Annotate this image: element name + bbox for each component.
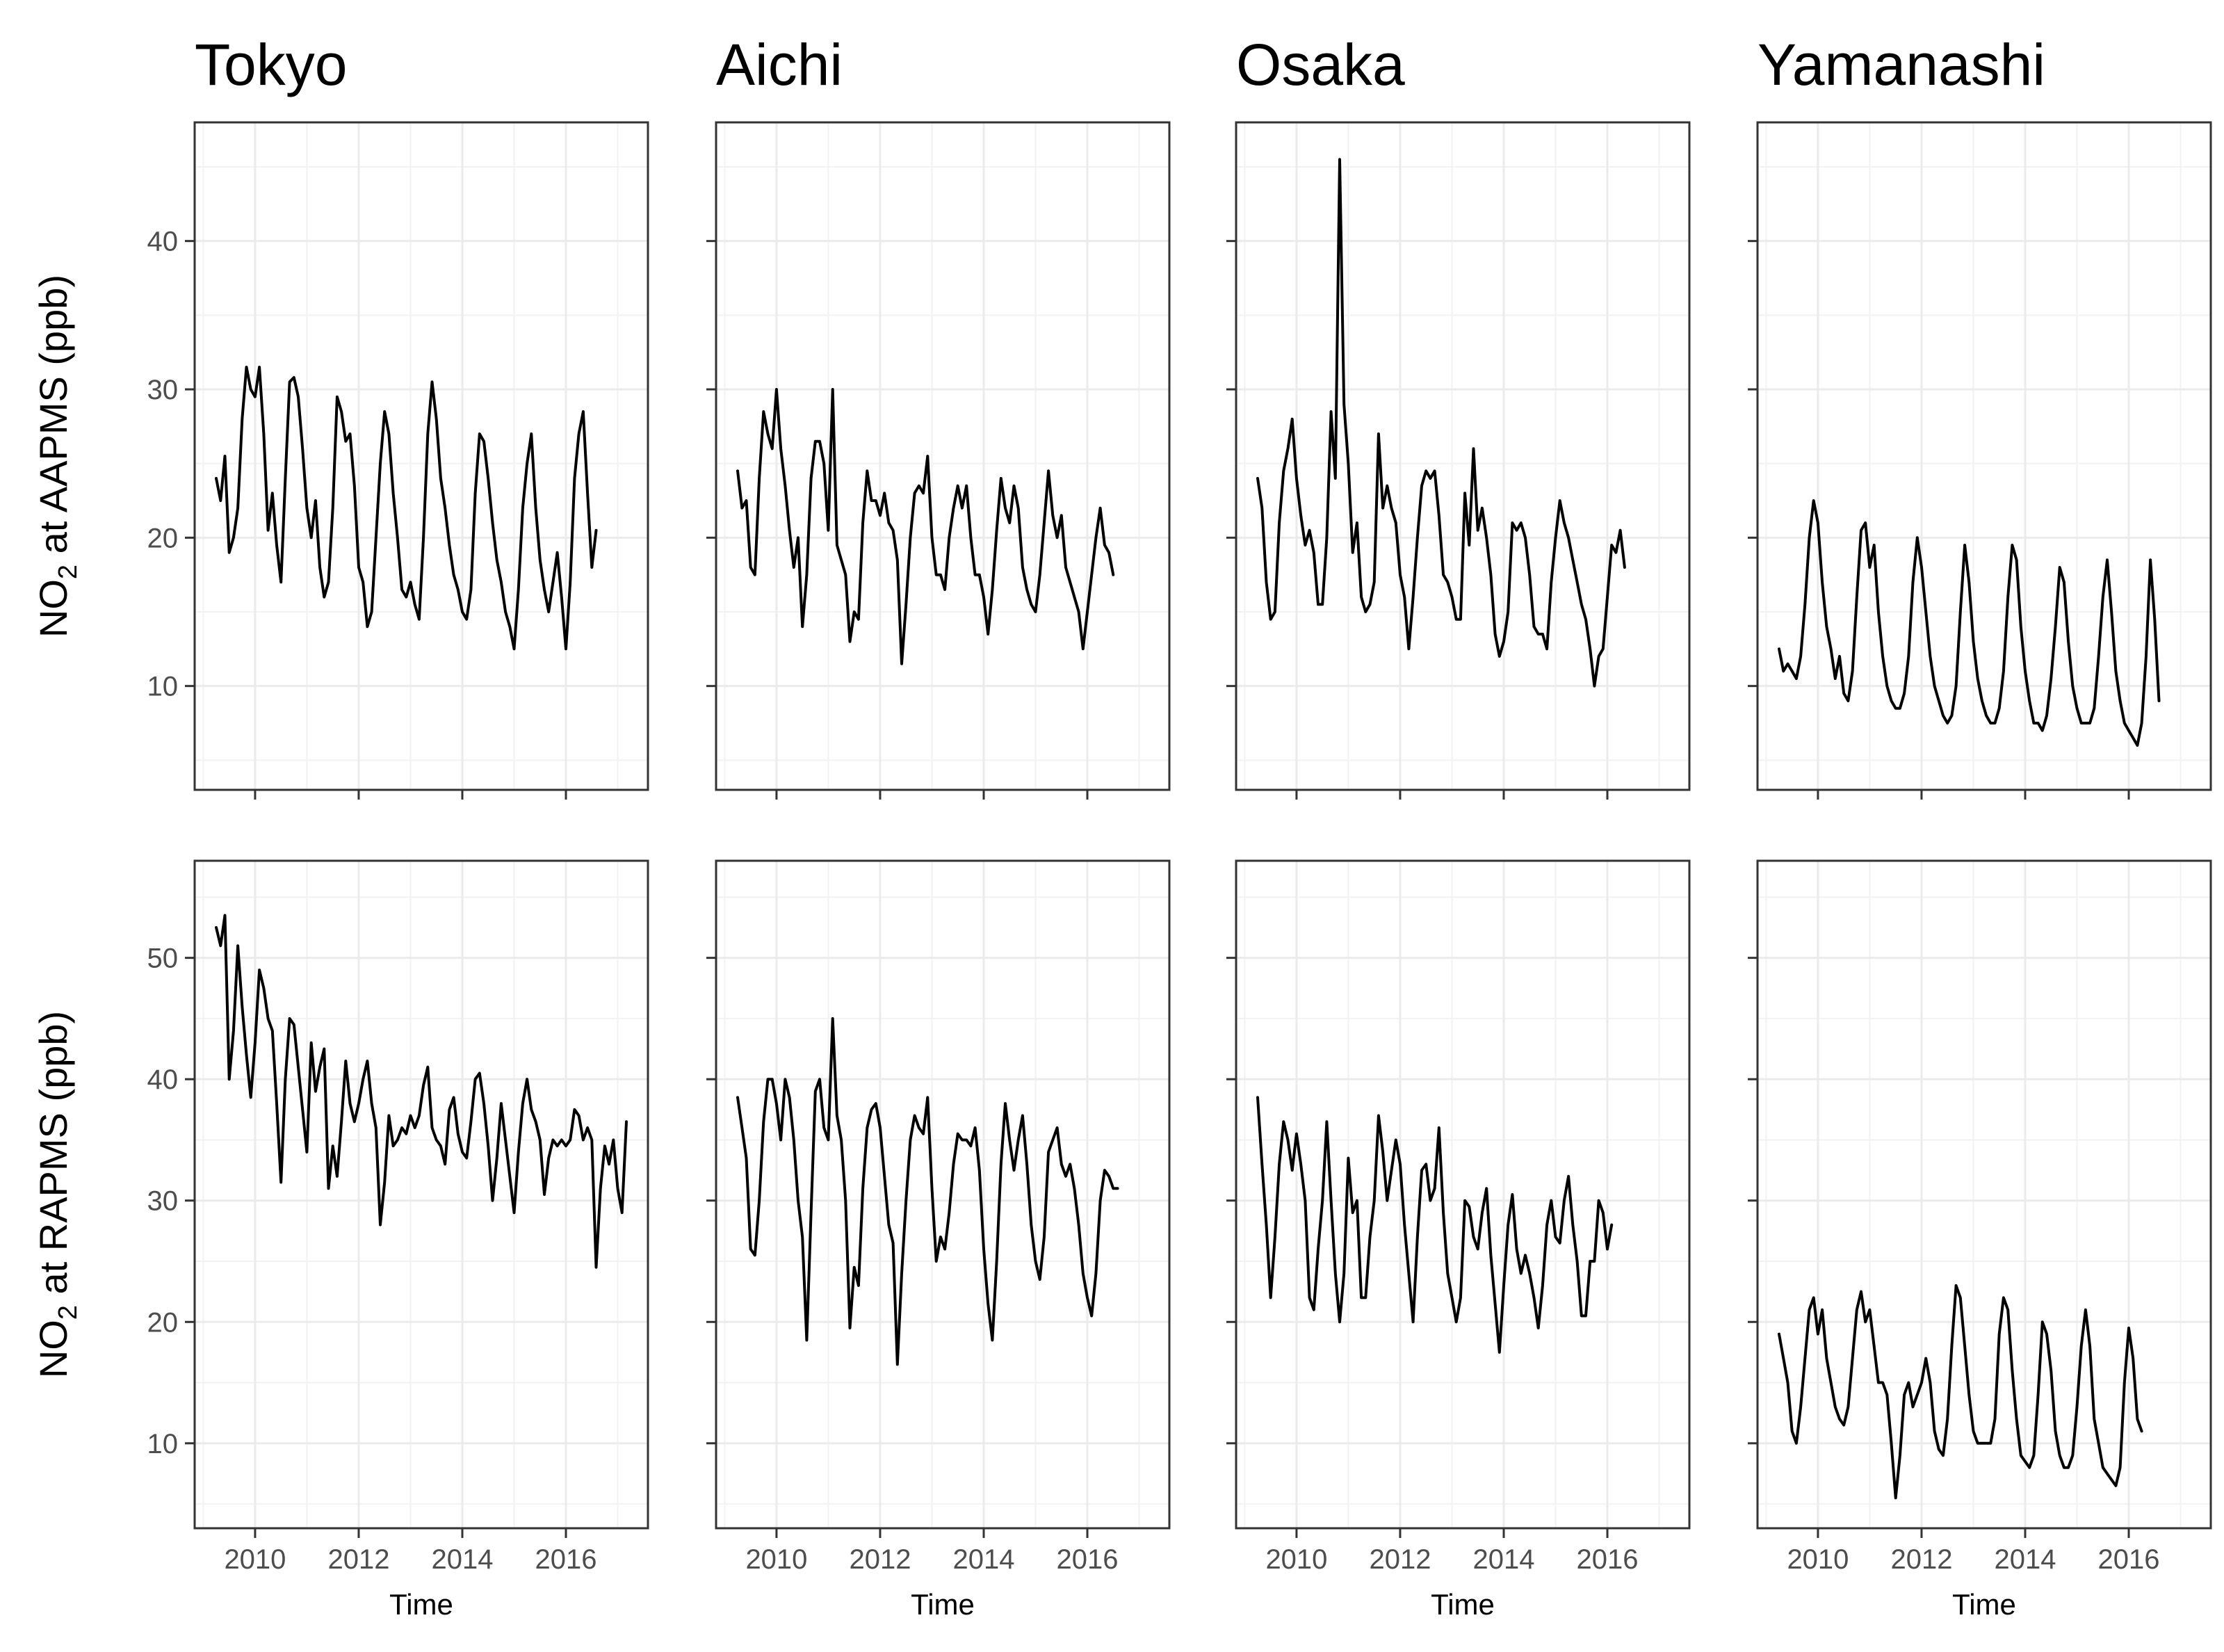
panel-background <box>1236 122 1689 790</box>
panel-background <box>1236 861 1689 1528</box>
facet-title-aichi: Aichi <box>716 32 843 97</box>
panel-border <box>1756 859 2212 1530</box>
x-tick-label: 2014 <box>431 1544 493 1575</box>
facet-titles: Tokyo Aichi Osaka Yamanashi <box>195 32 2045 97</box>
y-tick-label: 40 <box>147 1064 179 1095</box>
y-tick-label: 20 <box>147 523 179 553</box>
y-axis-title-subscript: 2 <box>54 565 83 579</box>
panel-border <box>1235 121 1691 791</box>
x-axis-title: Time <box>911 1588 975 1621</box>
panel-background <box>195 122 648 790</box>
panel-background <box>716 861 1169 1528</box>
panel-border <box>1756 121 2212 791</box>
y-tick-label: 40 <box>147 227 179 257</box>
x-tick-label: 2014 <box>1994 1544 2056 1575</box>
series-line-osaka-row-2 <box>1256 1096 1614 1354</box>
series-line-yamanashi-row-2 <box>1778 1283 2143 1500</box>
panel-border <box>193 859 649 1530</box>
panel-yamanashi-row-1 <box>1748 121 2212 800</box>
x-tick-label: 2012 <box>1890 1544 1952 1575</box>
panel-background <box>1758 861 2211 1528</box>
x-tick-label: 2012 <box>849 1544 911 1575</box>
series-line-tokyo-row-2 <box>215 914 628 1269</box>
y-axis-title-main: NO <box>31 1320 75 1378</box>
panel-tokyo-row-2: 10 20 30 40 50 2010 2012 2014 2016 Time <box>147 859 649 1621</box>
x-tick-label: 2014 <box>1472 1544 1534 1575</box>
y-tick-label: 20 <box>147 1307 179 1338</box>
y-axis-title-rest: at AAPMS (ppb) <box>31 275 75 565</box>
facet-title-osaka: Osaka <box>1236 32 1405 97</box>
x-tick-label: 2016 <box>535 1544 597 1575</box>
series-line-tokyo-row-1 <box>215 366 598 651</box>
panel-background <box>195 861 648 1528</box>
y-axis-title-rest: at RAPMS (ppb) <box>31 1011 75 1305</box>
x-tick-label: 2010 <box>224 1544 286 1575</box>
panel-border <box>715 121 1171 791</box>
y-axis-title-row-2: NO2 at RAPMS (ppb) <box>31 1011 83 1378</box>
panel-aichi-row-1 <box>706 121 1171 800</box>
x-tick-label: 2010 <box>1787 1544 1849 1575</box>
y-tick-label: 50 <box>147 944 179 974</box>
panel-aichi-row-2: 2010 2012 2014 2016 Time <box>706 859 1171 1621</box>
y-axis-titles: NO2 at AAPMS (ppb)NO2 at RAPMS (ppb) <box>31 275 83 1378</box>
panel-tokyo-row-1: 10 20 30 40 <box>147 121 649 800</box>
y-tick-label: 30 <box>147 1186 179 1217</box>
panel-osaka-row-1 <box>1226 121 1691 800</box>
panel-border <box>715 859 1171 1530</box>
series-line-yamanashi-row-1 <box>1778 499 2161 747</box>
facet-title-yamanashi: Yamanashi <box>1758 32 2045 97</box>
panel-border <box>193 121 649 791</box>
series-line-osaka-row-1 <box>1256 158 1626 688</box>
x-tick-label: 2016 <box>1577 1544 1639 1575</box>
panel-yamanashi-row-2: 2010 2012 2014 2016 Time <box>1748 859 2212 1621</box>
y-axis-title-main: NO <box>31 579 75 638</box>
y-tick-label: 10 <box>147 672 179 702</box>
y-tick-label: 30 <box>147 375 179 405</box>
panel-border <box>1235 859 1691 1530</box>
x-axis-title: Time <box>1952 1588 2016 1621</box>
x-tick-label: 2012 <box>1369 1544 1431 1575</box>
x-tick-label: 2014 <box>952 1544 1014 1575</box>
panel-background <box>716 122 1169 790</box>
x-tick-label: 2010 <box>1265 1544 1327 1575</box>
x-tick-label: 2016 <box>1057 1544 1119 1575</box>
y-axis-title-subscript: 2 <box>54 1305 83 1320</box>
y-tick-label: 10 <box>147 1429 179 1459</box>
series-line-aichi-row-2 <box>736 1017 1119 1366</box>
facet-title-tokyo: Tokyo <box>195 32 347 97</box>
panel-background <box>1758 122 2211 790</box>
x-tick-label: 2012 <box>327 1544 389 1575</box>
y-axis-title-row-1: NO2 at AAPMS (ppb) <box>31 275 83 638</box>
x-tick-label: 2016 <box>2098 1544 2160 1575</box>
x-tick-label: 2010 <box>745 1544 807 1575</box>
series-line-aichi-row-1 <box>736 388 1115 665</box>
x-axis-title: Time <box>1431 1588 1495 1621</box>
panel-osaka-row-2: 2010 2012 2014 2016 Time <box>1226 859 1691 1621</box>
x-axis-title: Time <box>389 1588 453 1621</box>
